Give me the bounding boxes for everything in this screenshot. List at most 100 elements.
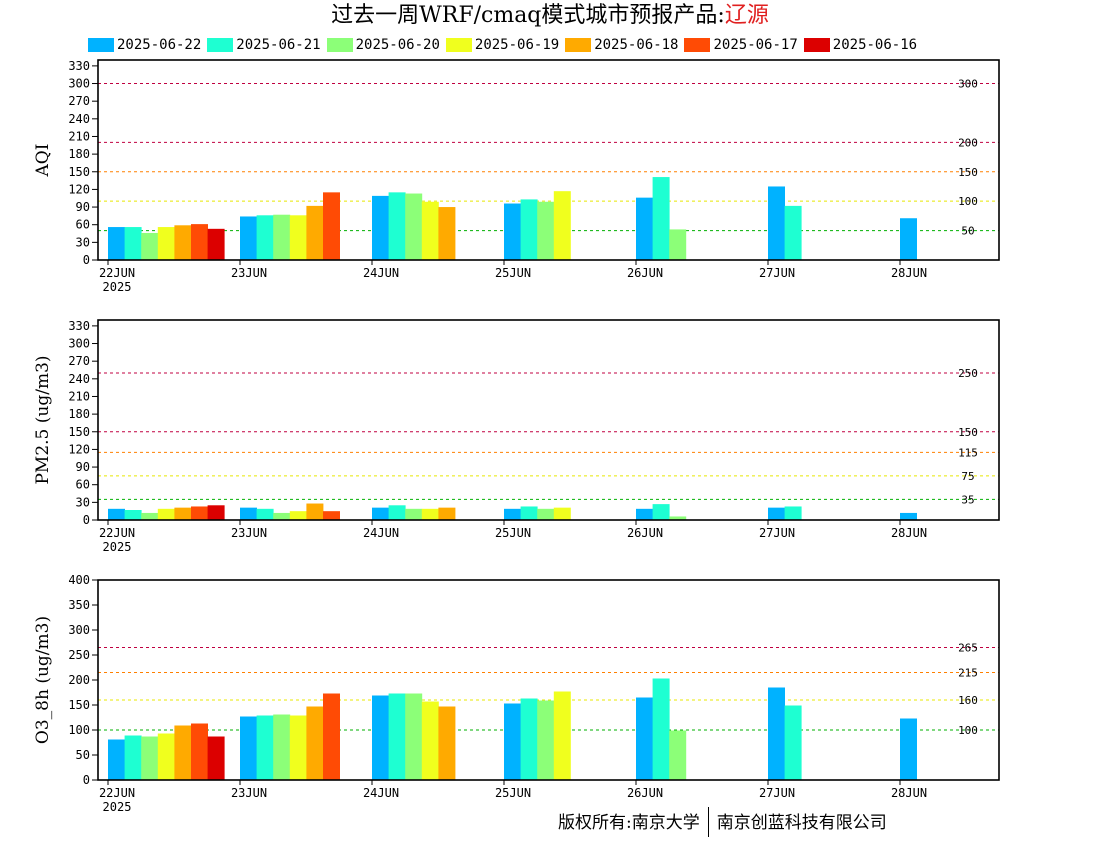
legend-swatch bbox=[445, 38, 472, 52]
x-tick-label: 22JUN bbox=[99, 526, 135, 540]
legend-swatch bbox=[684, 38, 711, 52]
y-tick-label: 240 bbox=[68, 372, 90, 386]
bar bbox=[553, 191, 571, 260]
y-tick-label: 0 bbox=[83, 513, 90, 527]
bar bbox=[191, 224, 208, 260]
threshold-label: 200 bbox=[958, 136, 978, 149]
legend-swatch bbox=[207, 38, 234, 52]
title-prefix: 过去一周WRF/cmaq模式城市预报产品: bbox=[331, 3, 725, 28]
bar bbox=[174, 725, 192, 780]
bar bbox=[289, 511, 307, 520]
y-tick-label: 300 bbox=[68, 623, 90, 637]
bar bbox=[405, 193, 423, 260]
bar bbox=[372, 195, 389, 260]
bar bbox=[306, 205, 324, 260]
legend-label: 2025-06-22 bbox=[117, 37, 202, 53]
bar bbox=[141, 232, 159, 260]
bar bbox=[388, 693, 406, 780]
bar bbox=[207, 228, 225, 260]
x-year-label: 2025 bbox=[103, 540, 132, 554]
y-tick-label: 100 bbox=[68, 723, 90, 737]
bar bbox=[191, 506, 208, 520]
bar bbox=[256, 215, 274, 260]
legend-item: 2025-06-21 bbox=[207, 37, 321, 53]
bar bbox=[157, 227, 175, 260]
bar bbox=[537, 508, 555, 520]
plot-frame bbox=[97, 319, 1000, 521]
bar bbox=[157, 508, 175, 520]
y-tick-label: 180 bbox=[68, 407, 90, 421]
x-tick-label: 25JUN bbox=[495, 526, 531, 540]
bar bbox=[520, 199, 538, 260]
bar bbox=[669, 229, 687, 260]
y-tick-label: 300 bbox=[68, 77, 90, 91]
bar bbox=[438, 706, 456, 780]
y-tick-label: 0 bbox=[83, 773, 90, 787]
y-tick-label: 60 bbox=[76, 478, 90, 492]
copyright: 版权所有:南京大学 南京创蓝科技有限公司 bbox=[558, 806, 887, 839]
y-tick-label: 180 bbox=[68, 147, 90, 161]
bar bbox=[669, 730, 687, 780]
bar bbox=[900, 218, 917, 260]
bar bbox=[207, 505, 225, 520]
x-tick-label: 24JUN bbox=[363, 266, 399, 280]
y-tick-label: 210 bbox=[68, 389, 90, 403]
bar bbox=[768, 687, 785, 780]
y-tick-label: 200 bbox=[68, 673, 90, 687]
y-tick-label: 30 bbox=[76, 235, 90, 249]
bar bbox=[240, 507, 257, 520]
y-tick-label: 300 bbox=[68, 337, 90, 351]
legend-swatch bbox=[565, 38, 592, 52]
legend-item: 2025-06-22 bbox=[88, 37, 201, 53]
legend-item: 2025-06-16 bbox=[803, 37, 917, 53]
y-tick-label: 150 bbox=[68, 425, 90, 439]
bar bbox=[421, 508, 439, 520]
bar bbox=[520, 506, 538, 520]
x-tick-label: 23JUN bbox=[231, 526, 267, 540]
bar bbox=[108, 739, 125, 780]
bar bbox=[306, 706, 324, 780]
y-tick-label: 210 bbox=[68, 129, 90, 143]
bar bbox=[636, 197, 653, 260]
y-tick-label: 330 bbox=[68, 59, 90, 73]
x-tick-label: 28JUN bbox=[891, 526, 927, 540]
bar bbox=[323, 511, 340, 520]
bar bbox=[157, 733, 175, 780]
bar bbox=[273, 714, 291, 780]
x-tick-label: 28JUN bbox=[891, 266, 927, 280]
bar bbox=[240, 216, 257, 260]
y-tick-label: 250 bbox=[68, 648, 90, 662]
bar bbox=[124, 510, 142, 520]
x-tick-label: 26JUN bbox=[627, 266, 663, 280]
y-tick-label: 150 bbox=[68, 698, 90, 712]
y-tick-label: 90 bbox=[76, 460, 90, 474]
bar bbox=[323, 192, 340, 260]
bar bbox=[207, 736, 225, 780]
y-tick-label: 50 bbox=[76, 748, 90, 762]
bar bbox=[784, 506, 802, 520]
bar bbox=[784, 705, 802, 780]
x-tick-label: 23JUN bbox=[231, 786, 267, 800]
bar bbox=[372, 695, 389, 780]
x-tick-label: 28JUN bbox=[891, 786, 927, 800]
bar bbox=[553, 507, 571, 520]
y-tick-label: 150 bbox=[68, 165, 90, 179]
bar bbox=[388, 192, 406, 260]
bar bbox=[388, 505, 406, 520]
legend-item: 2025-06-19 bbox=[445, 37, 559, 53]
x-tick-label: 24JUN bbox=[363, 526, 399, 540]
bar bbox=[256, 508, 274, 520]
bar bbox=[537, 201, 555, 260]
title-city: 辽源 bbox=[724, 3, 769, 28]
x-tick-label: 27JUN bbox=[759, 266, 795, 280]
threshold-label: 215 bbox=[958, 667, 978, 680]
chart-title: 过去一周WRF/cmaq模式城市预报产品:辽源 bbox=[0, 0, 1100, 32]
threshold-label: 75 bbox=[961, 470, 974, 483]
copyright-left: 版权所有:南京大学 bbox=[558, 813, 700, 833]
bar bbox=[504, 508, 521, 520]
threshold-label: 265 bbox=[958, 642, 978, 655]
bar bbox=[504, 203, 521, 260]
legend-label: 2025-06-21 bbox=[236, 37, 321, 53]
bar bbox=[289, 715, 307, 780]
legend: 2025-06-22 2025-06-21 2025-06-20 2025-06-19… bbox=[88, 35, 923, 55]
